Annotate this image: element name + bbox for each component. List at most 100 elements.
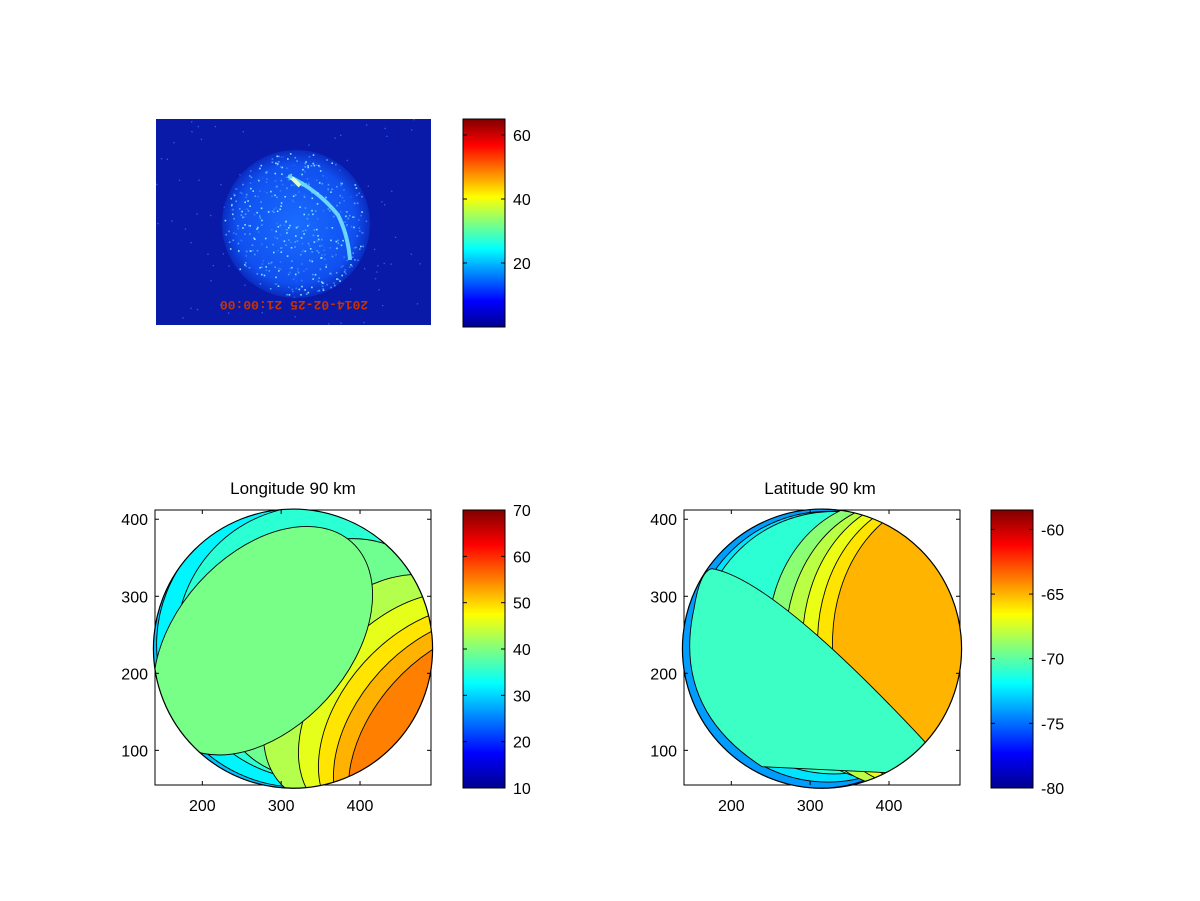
raw-colorbar: 20 40 60 bbox=[462, 118, 531, 328]
raw-image-pixel bbox=[245, 250, 248, 253]
raw-image-pixel bbox=[312, 162, 315, 165]
raw-image-pixel bbox=[327, 188, 329, 191]
raw-image-pixel bbox=[291, 199, 294, 202]
raw-image-pixel bbox=[276, 237, 279, 240]
raw-image-pixel bbox=[320, 257, 322, 259]
raw-image-pixel bbox=[239, 191, 242, 194]
raw-image-pixel bbox=[291, 266, 293, 269]
raw-image-pixel bbox=[232, 232, 235, 234]
raw-image-pixel bbox=[307, 242, 310, 245]
raw-image-pixel bbox=[283, 224, 286, 226]
raw-image-pixel bbox=[300, 279, 303, 282]
raw-image-pixel bbox=[275, 207, 277, 209]
raw-image-pixel bbox=[286, 212, 288, 214]
raw-image-pixel bbox=[257, 226, 259, 229]
raw-image-pixel bbox=[160, 158, 163, 160]
raw-image-pixel bbox=[296, 240, 299, 242]
raw-image-pixel bbox=[318, 289, 321, 292]
raw-image-pixel bbox=[229, 248, 232, 250]
raw-image-pixel bbox=[319, 268, 322, 271]
raw-image-pixel bbox=[302, 230, 304, 232]
raw-image-pixel bbox=[300, 237, 303, 239]
raw-image-pixel bbox=[361, 231, 363, 234]
raw-image-pixel bbox=[318, 277, 320, 279]
raw-image-pixel bbox=[251, 244, 254, 246]
raw-image-pixel bbox=[212, 265, 214, 267]
raw-image-pixel bbox=[277, 249, 279, 252]
raw-image-pixel bbox=[247, 210, 250, 212]
raw-image-pixel bbox=[312, 234, 315, 237]
raw-image-pixel bbox=[280, 166, 282, 168]
raw-image-pixel bbox=[245, 196, 247, 199]
raw-image-pixel bbox=[346, 159, 348, 162]
raw-image-pixel bbox=[327, 183, 330, 186]
raw-image-pixel bbox=[274, 266, 276, 269]
raw-image-pixel bbox=[295, 226, 298, 229]
raw-image-pixel bbox=[350, 288, 352, 290]
raw-image-pixel bbox=[270, 190, 272, 193]
raw-image-pixel bbox=[325, 196, 327, 199]
raw-image-pixel bbox=[239, 174, 241, 176]
longitude-band bbox=[347, 625, 433, 789]
raw-image-pixel bbox=[285, 244, 287, 246]
raw-image-pixel bbox=[253, 213, 256, 216]
raw-image-pixel bbox=[384, 204, 386, 206]
longitude-colorbar-gradient bbox=[462, 509, 506, 789]
raw-image-pixel bbox=[325, 266, 327, 268]
longitude-y-tick-label: 400 bbox=[121, 512, 148, 529]
raw-image-pixel bbox=[292, 290, 294, 293]
raw-image-pixel bbox=[232, 239, 235, 242]
raw-image-pixel bbox=[247, 200, 249, 202]
raw-image-pixel bbox=[324, 253, 326, 256]
raw-image-pixel bbox=[308, 144, 310, 146]
raw-image-pixel bbox=[239, 208, 241, 210]
raw-image-pixel bbox=[250, 187, 252, 190]
raw-image-pixel bbox=[301, 173, 303, 176]
raw-image-pixel bbox=[274, 194, 276, 197]
raw-image-pixel bbox=[286, 293, 288, 296]
raw-image-pixel bbox=[309, 259, 312, 261]
raw-image-pixel bbox=[196, 308, 199, 311]
latitude-y-tick-label: 200 bbox=[650, 666, 677, 683]
raw-image-pixel bbox=[308, 223, 311, 226]
raw-image-pixel bbox=[318, 251, 320, 254]
longitude-colorbar: 10 20 30 40 50 60 70 bbox=[462, 503, 531, 798]
raw-image-pixel bbox=[288, 286, 290, 289]
raw-image-pixel bbox=[198, 179, 200, 181]
raw-image-pixel bbox=[346, 259, 348, 262]
raw-image-pixel bbox=[286, 232, 288, 234]
longitude-colorbar-tick-label: 50 bbox=[513, 596, 531, 613]
raw-image-pixel bbox=[252, 249, 254, 252]
raw-image-pixel bbox=[293, 296, 296, 298]
raw-image-pixel bbox=[242, 131, 244, 133]
raw-image-pixel bbox=[228, 230, 230, 233]
raw-image-pixel bbox=[303, 233, 305, 235]
raw-image-pixel bbox=[321, 281, 323, 283]
raw-image-pixel bbox=[355, 187, 358, 189]
raw-image-pixel bbox=[308, 183, 310, 186]
raw-image-pixel bbox=[345, 272, 347, 275]
raw-image-pixel bbox=[332, 215, 335, 218]
latitude-panel: 200 300 400 100 200 300 400 bbox=[650, 508, 963, 815]
raw-image-pixel bbox=[316, 250, 318, 252]
raw-image-pixel bbox=[271, 210, 274, 213]
raw-image-pixel bbox=[321, 238, 323, 241]
raw-image-pixel bbox=[156, 183, 158, 186]
raw-image-pixel bbox=[261, 263, 264, 265]
raw-image-pixel bbox=[266, 229, 268, 231]
raw-image-pixel bbox=[336, 247, 338, 250]
raw-image-pixel bbox=[270, 261, 273, 264]
raw-image-pixel bbox=[322, 282, 325, 284]
raw-image-pixel bbox=[289, 267, 291, 270]
raw-image-pixel bbox=[351, 256, 354, 258]
raw-image-pixel bbox=[276, 164, 278, 166]
raw-image-pixel bbox=[313, 164, 316, 167]
raw-image-pixel bbox=[356, 202, 359, 205]
raw-image-pixel bbox=[335, 254, 337, 256]
raw-image-pixel bbox=[340, 134, 342, 136]
raw-image-pixel bbox=[190, 242, 192, 244]
raw-image-pixel bbox=[249, 170, 252, 172]
raw-image-pixel bbox=[237, 242, 240, 245]
raw-image-pixel bbox=[313, 277, 316, 279]
raw-image-pixel bbox=[303, 196, 306, 198]
